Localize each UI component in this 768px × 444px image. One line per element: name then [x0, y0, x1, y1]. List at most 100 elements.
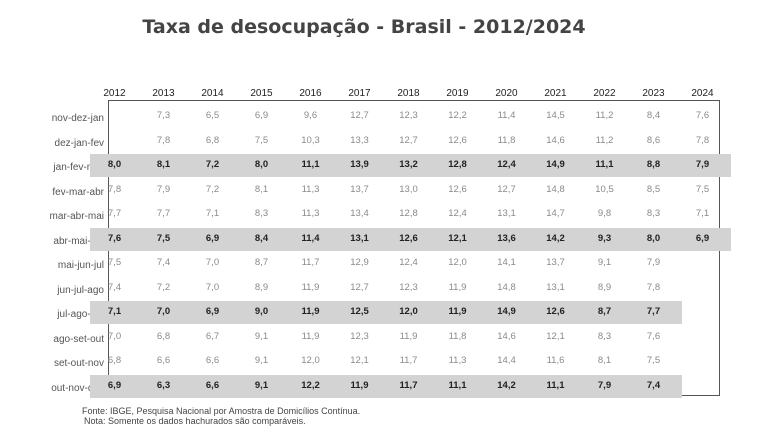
table-row: 7,0 6,8 6,7 9,1 11,9 12,3 11,9 11,8 14,6 12,1 8,3 7…	[90, 325, 727, 350]
row-label-set-out-nov: set-out-nov	[53, 358, 104, 369]
table-cell: 10,3	[301, 134, 320, 146]
row-label-dez-jan-fev: dez-jan-fev	[54, 137, 104, 149]
table-cell: 11,9	[399, 330, 418, 342]
table-cell: 9,1	[254, 379, 269, 391]
row-label-mai-jun-jul: mai-jun-jul	[57, 260, 104, 271]
table-cell: 7,0	[205, 257, 220, 268]
table-cell: 12,7	[350, 110, 369, 121]
table-cell: 11,8	[497, 134, 516, 146]
table-cell: 11,6	[546, 355, 565, 366]
highlight-band	[90, 227, 731, 251]
table-cell: 10,5	[595, 183, 614, 195]
table-cell: 7,0	[205, 281, 220, 293]
table-cell: 8,8	[646, 159, 661, 170]
table-cell: 8,3	[646, 208, 661, 219]
table-cell: 12,0	[399, 306, 418, 317]
table-cell: 13,7	[546, 257, 565, 268]
year-header-2017: 2017	[348, 88, 371, 99]
year-header-2018: 2018	[397, 88, 420, 99]
table-cell: 11,1	[301, 159, 320, 170]
table-cell: 8,1	[254, 183, 269, 195]
table-cell	[678, 374, 727, 399]
table-row: 7,3 6,5 6,9 9,6 12,7 12,3 12,2 11,4 14,5 11,2 8,4 7…	[90, 104, 727, 129]
table-cell	[678, 251, 727, 276]
table-cell: 14,8	[497, 281, 516, 293]
table-cell: 13,6	[497, 232, 516, 244]
table-cell: 11,8	[448, 330, 467, 342]
row-label-jan-fev-mar: jan-fev-mar	[53, 162, 104, 173]
table-cell: 7,1	[695, 208, 710, 219]
table-cell: 13,7	[350, 183, 369, 195]
table-cell: 7,5	[156, 232, 171, 244]
row-labels: nov-dez-jan dez-jan-fev jan-fev-mar fev-mar…	[0, 107, 104, 401]
table-cell: 7,9	[156, 183, 171, 195]
table-cell: 9,8	[597, 208, 612, 219]
year-header-2023: 2023	[642, 88, 665, 99]
table-cell: 13,0	[399, 183, 418, 195]
table-cell: 6,6	[205, 355, 220, 366]
table-cell: 13,2	[399, 159, 418, 170]
table-cell: 11,9	[301, 306, 320, 317]
table-cell: 6,9	[205, 306, 220, 317]
table-cell: 8,0	[107, 159, 122, 170]
row-label-jul-ago-set: jul-ago-set	[57, 309, 104, 320]
table-cell: 7,8	[646, 281, 661, 293]
table-cell: 14,9	[546, 159, 565, 170]
year-header-2013: 2013	[152, 88, 175, 99]
table-cell: 12,7	[497, 183, 516, 195]
table-cell: 14,9	[497, 306, 516, 317]
year-header-2014: 2014	[201, 88, 224, 99]
table-cell: 12,6	[546, 306, 565, 317]
year-header-2015: 2015	[250, 88, 273, 99]
table-cell	[90, 104, 139, 129]
table-cell: 8,1	[597, 355, 612, 366]
table-cell: 8,0	[646, 232, 661, 244]
table-cell: 7,0	[107, 330, 122, 342]
table-cell: 8,3	[597, 330, 612, 342]
table-cell: 13,4	[350, 208, 369, 219]
table-cell: 14,6	[497, 330, 516, 342]
table-cell: 12,8	[448, 159, 467, 170]
table-cell: 7,2	[156, 281, 171, 293]
table-cell: 11,7	[399, 355, 418, 366]
table-cell: 7,3	[156, 110, 171, 121]
table-row: 7,5 7,4 7,0 8,7 11,7 12,9 12,4 12,0 14,1 13,7 9,1 7…	[90, 251, 727, 276]
table-cell: 13,1	[546, 281, 565, 293]
table-cell: 12,6	[448, 134, 467, 146]
table-cell	[678, 276, 727, 301]
table-cell: 12,5	[350, 306, 369, 317]
table-cell: 7,9	[695, 159, 710, 170]
table-cell: 12,1	[448, 232, 467, 244]
year-header-2020: 2020	[495, 88, 518, 99]
table-cell: 14,2	[497, 379, 516, 391]
table-cell: 11,1	[595, 159, 614, 170]
table-row: 8,0 8,1 7,2 8,0 11,1 13,9 13,2 12,8 12,4 14,9 11,1…	[90, 153, 731, 178]
table-cell: 12,4	[448, 208, 467, 219]
highlight-band	[90, 154, 731, 177]
row-label-abr-mai-jun: abr-mai-jun	[53, 235, 104, 247]
year-header-2022: 2022	[593, 88, 616, 99]
table-cell: 11,9	[350, 379, 369, 391]
table-cell: 7,7	[646, 306, 661, 317]
table-cell: 11,1	[448, 379, 467, 391]
table-cell: 7,4	[646, 379, 661, 391]
table-cell: 7,2	[205, 159, 220, 170]
table-cell: 6,5	[205, 110, 220, 121]
comparability-note: Nota: Somente os dados hachurados são co…	[84, 416, 306, 426]
table-cell: 11,4	[301, 232, 320, 244]
table-cell	[678, 300, 727, 325]
table-cell: 12,2	[301, 379, 320, 391]
table-cell: 6,3	[156, 379, 171, 391]
table-cell: 7,5	[254, 134, 269, 146]
table-cell: 12,1	[546, 330, 565, 342]
table-cell: 6,6	[205, 379, 220, 391]
row-label-nov-dez-jan: nov-dez-jan	[51, 113, 104, 124]
row-label-jun-jul-ago: jun-jul-ago	[57, 284, 104, 296]
table-row: 6,9 6,3 6,6 9,1 12,2 11,9 11,7 11,1 14,2 11,1 7,9 7…	[90, 374, 727, 399]
table-cell: 7,7	[107, 208, 122, 219]
table-cell: 9,1	[597, 257, 612, 268]
table-cell: 7,4	[107, 281, 122, 293]
table-cell: 6,9	[205, 232, 220, 244]
table-cell: 6,9	[107, 379, 122, 391]
table-cell: 7,5	[695, 183, 710, 195]
